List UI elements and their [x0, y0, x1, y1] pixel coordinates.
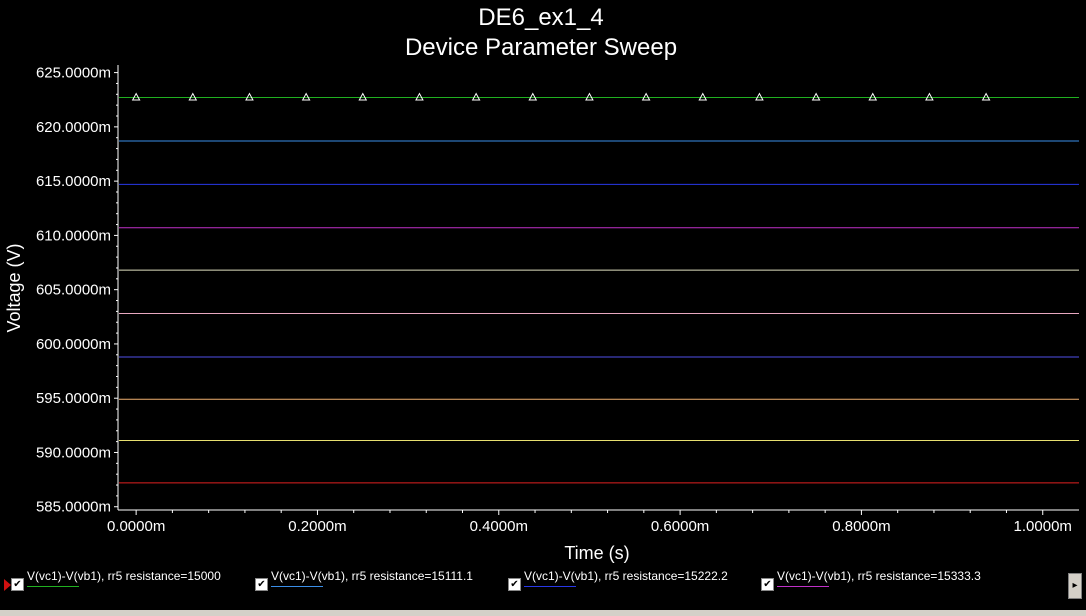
legend-checkbox[interactable]: ✔ [508, 578, 521, 591]
y-tick-label: 620.0000m [36, 119, 111, 136]
y-tick-label: 590.0000m [36, 444, 111, 461]
y-tick-label: 585.0000m [36, 499, 111, 516]
x-tick-label: 0.4000m [470, 518, 528, 535]
legend-label: V(vc1)-V(vb1), rr5 resistance=15222.2 [524, 569, 728, 583]
x-tick-label: 0.8000m [832, 518, 890, 535]
triangle-marker [358, 92, 368, 101]
y-tick-label: 605.0000m [36, 282, 111, 299]
triangle-marker [755, 92, 764, 101]
legend: ✔ V(vc1)-V(vb1), rr5 resistance=15000 ✔ … [0, 565, 1086, 616]
axes: 585.0000m 590.0000m 595.0000m 600.0000m 605.… [36, 65, 1079, 535]
legend-swatch [27, 586, 79, 587]
triangle-marker [925, 92, 934, 101]
x-tick-label: 0.2000m [288, 518, 346, 535]
triangle-marker [981, 92, 991, 101]
chart-title: DE6_ex1_4 [478, 4, 603, 31]
triangle-marker [811, 92, 821, 101]
window-bottom-edge [0, 610, 1086, 616]
legend-swatch [524, 586, 576, 587]
chart-subtitle: Device Parameter Sweep [405, 34, 677, 61]
triangle-marker [641, 92, 651, 101]
triangle-marker [301, 92, 311, 101]
y-tick-label: 600.0000m [36, 336, 111, 353]
triangle-marker [245, 92, 254, 101]
legend-checkbox[interactable]: ✔ [11, 578, 24, 591]
y-tick-label: 625.0000m [36, 65, 111, 82]
triangle-marker [131, 92, 141, 101]
x-tick-label: 0.6000m [651, 518, 709, 535]
legend-label: V(vc1)-V(vb1), rr5 resistance=15000 [27, 569, 221, 583]
y-axis-label: Voltage (V) [4, 243, 24, 332]
legend-label: V(vc1)-V(vb1), rr5 resistance=15333.3 [777, 569, 981, 583]
triangle-marker [471, 92, 481, 101]
y-tick-label: 610.0000m [36, 227, 111, 244]
active-series-marker-icon [4, 579, 11, 591]
y-tick-label: 615.0000m [36, 173, 111, 190]
series-lines [119, 97, 1079, 484]
triangle-marker [585, 92, 594, 101]
triangle-marker [415, 92, 424, 101]
triangle-marker [868, 92, 878, 101]
triangle-marker [188, 92, 198, 101]
x-tick-label: 1.0000m [1014, 518, 1072, 535]
series-markers [131, 92, 991, 101]
legend-label: V(vc1)-V(vb1), rr5 resistance=15111.1 [271, 569, 473, 583]
legend-checkbox[interactable]: ✔ [761, 578, 774, 591]
chart: DE6_ex1_4 Device Parameter Sweep Voltage… [4, 4, 1079, 563]
legend-swatch [777, 586, 829, 587]
legend-checkbox[interactable]: ✔ [255, 578, 268, 591]
x-tick-label: 0.0000m [107, 518, 165, 535]
triangle-marker [698, 92, 708, 101]
x-axis-label: Time (s) [564, 543, 629, 563]
y-tick-label: 595.0000m [36, 390, 111, 407]
legend-scroll-right-icon[interactable]: ▸ [1068, 573, 1082, 599]
legend-swatch [271, 586, 323, 587]
triangle-marker [528, 92, 538, 101]
